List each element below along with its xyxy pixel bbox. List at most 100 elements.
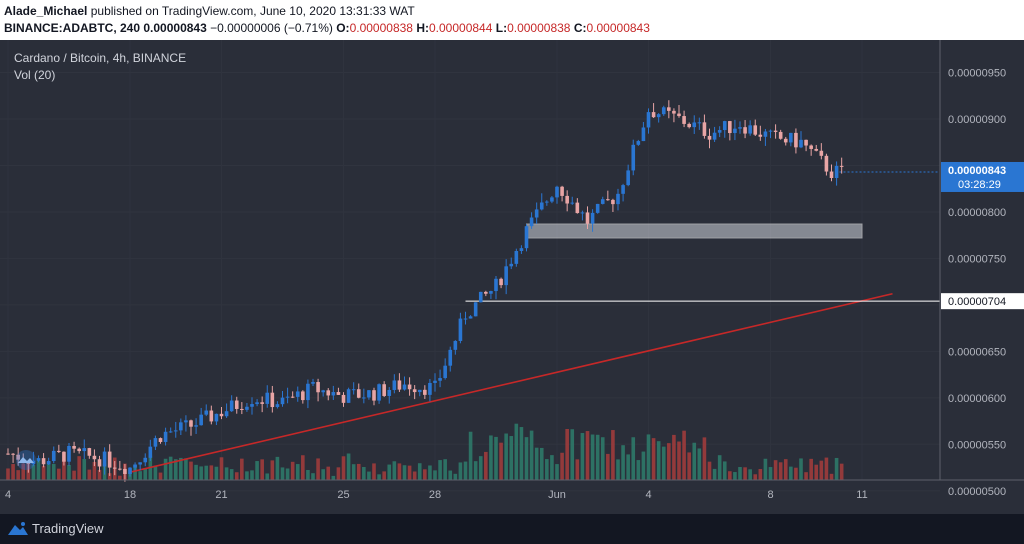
volume-bar [590,434,595,480]
volume-bar [51,463,56,480]
last-price: 0.00000843 [143,21,207,35]
last-price-box [941,161,1024,192]
volume-bar [336,467,341,480]
volume-bar [697,448,702,480]
tradingview-brand[interactable]: TradingView [32,521,104,536]
volume-bar [372,463,376,480]
volume-bar [712,468,717,480]
y-tick-label: 0.00000750 [948,253,1006,265]
volume-bar [829,473,834,480]
volume-bar [290,461,295,480]
candle-body [67,445,71,462]
candle-body [712,132,717,140]
volume-bar [585,431,590,480]
candle-body [651,112,656,118]
volume-bar [722,461,727,480]
high-value: 0.00000844 [428,21,493,35]
candle-body [768,130,773,132]
volume-bar [295,464,300,480]
y-tick-label: 0.00000600 [948,393,1006,405]
candle-body [351,389,356,391]
author-name[interactable]: Alade_Michael [4,4,88,18]
candle-body [57,450,61,452]
candle-body [184,420,188,423]
volume-bar [158,472,163,480]
candle-body [672,110,676,114]
volume-bar [606,453,610,480]
candle-body [743,127,747,134]
volume-bar [153,465,158,480]
volume-bar [839,463,844,480]
candle-body [738,127,742,129]
volume-bar [768,467,773,480]
candle-body [682,116,686,124]
candle-body [702,122,707,136]
volume-bar [524,437,529,480]
candle-body [748,125,752,134]
volume-bar [529,430,534,480]
candle-body [524,226,529,249]
volume-bar [783,459,788,480]
price-chart[interactable]: 0.00000500 0.00000550 0.00000600 0.00000650… [0,40,1024,514]
volume-bar [367,471,371,480]
volume-bar [595,434,600,480]
candle-body [570,202,575,204]
y-tick-label: 0.00000950 [948,68,1006,80]
volume-bar [346,453,351,480]
candle-body [661,107,666,115]
volume-bar [458,462,463,480]
price-axis-bg [940,40,1024,514]
volume-bars [6,423,844,480]
candle-body [250,404,254,407]
candle-body [280,397,285,405]
candle-body [168,431,173,433]
volume-bar [580,433,585,480]
tradingview-cloud-icon [16,450,36,470]
candle-body [677,113,681,117]
candle-body [692,122,697,128]
volume-bar [682,430,686,480]
volume-bar [41,465,46,480]
candle-body [555,186,559,198]
price-axis[interactable]: 0.00000500 0.00000550 0.00000600 0.00000650… [939,40,1024,514]
candle-body [616,193,620,205]
volume-bar [550,455,554,480]
volume-bar [702,437,707,480]
y-tick-label: 0.00000500 [948,486,1006,498]
volume-bar [402,465,407,480]
volume-bar [87,469,92,480]
candle-body [778,131,783,139]
volume-bar [138,471,142,480]
candle-body [687,123,691,128]
candle-body [407,384,412,390]
volume-bar [417,463,422,480]
candle-body [545,201,549,203]
volume-bar [209,465,214,480]
candle-body [46,461,51,465]
low-label: L: [495,21,508,35]
volume-bar [194,464,198,480]
time-axis[interactable]: 4 18 21 25 28 Jun 4 8 11 [0,479,1024,501]
candle-body [387,389,392,396]
candle-body [763,131,768,137]
volume-bar [11,464,15,480]
candle-body [214,413,219,422]
candle-body [36,458,41,461]
trendline [129,292,893,473]
candle-body [397,380,402,390]
candle-body [112,467,117,469]
volume-indicator-label[interactable]: Vol (20) [14,68,56,82]
tradingview-logo-icon [8,522,28,535]
candle-body [382,384,386,396]
x-tick-label: 8 [767,489,773,501]
volume-bar [382,471,386,480]
chart-area[interactable]: 0.00000500 0.00000550 0.00000600 0.00000650… [0,40,1024,514]
volume-bar [509,436,514,480]
volume-bar [646,434,651,480]
candles [6,100,844,482]
candle-body [224,411,229,417]
volume-bar [21,463,26,480]
volume-bar [97,469,102,480]
candle-body [265,392,270,404]
candle-body [463,318,468,320]
